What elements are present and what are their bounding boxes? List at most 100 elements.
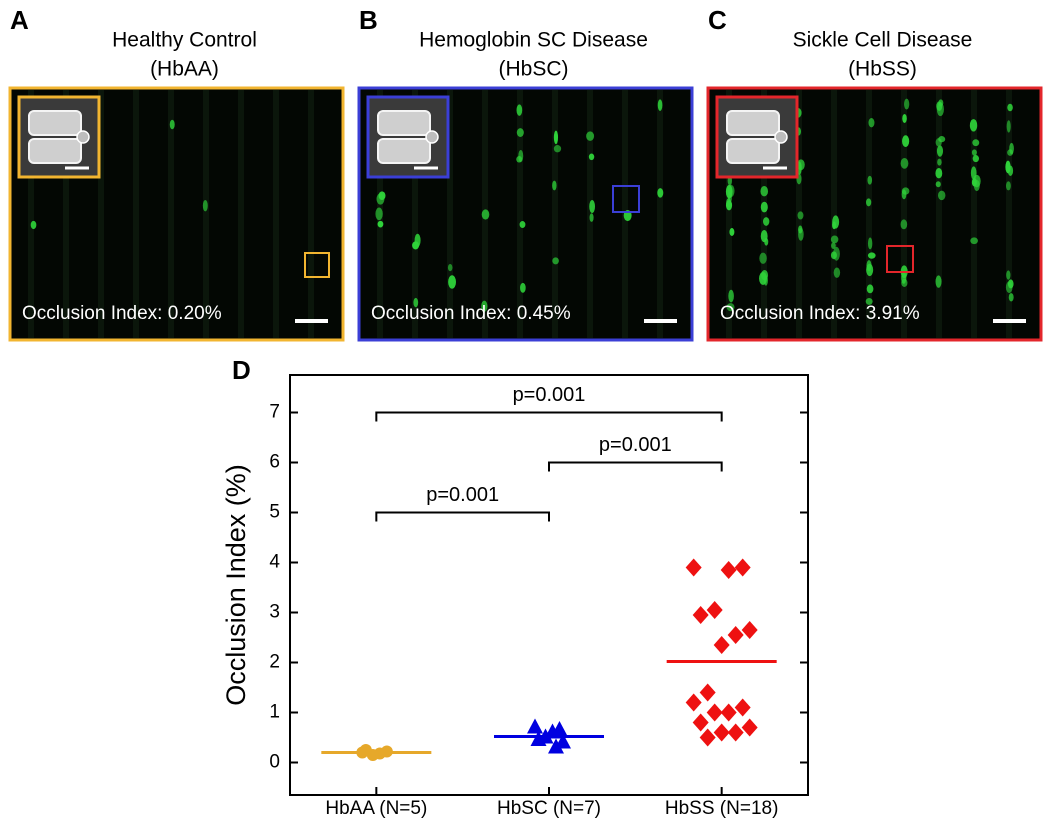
cell xyxy=(1005,181,1011,191)
cell xyxy=(935,181,941,188)
cell xyxy=(936,145,944,157)
channel-stripe xyxy=(901,90,907,338)
occlusion-annotation: Occlusion Index: 0.20% xyxy=(22,303,222,324)
channel-stripe xyxy=(63,90,69,338)
cell xyxy=(375,207,383,221)
cell xyxy=(553,145,562,153)
cell xyxy=(759,272,768,285)
cell xyxy=(901,189,907,200)
inset-channel xyxy=(28,110,82,136)
y-tick-label: 6 xyxy=(269,452,280,473)
zoom-box xyxy=(304,252,330,278)
cell xyxy=(832,221,837,230)
cell xyxy=(798,225,803,234)
cell xyxy=(447,263,453,272)
channel-stripe xyxy=(587,90,593,338)
channel-stripe xyxy=(726,90,732,338)
cell xyxy=(760,201,768,213)
cell xyxy=(1007,103,1013,112)
y-tick-label: 2 xyxy=(269,652,280,673)
p-value-label: p=0.001 xyxy=(426,484,499,506)
zoom-box xyxy=(886,245,914,273)
cell xyxy=(1005,281,1013,294)
inset-channel xyxy=(377,138,431,164)
data-point xyxy=(741,718,758,737)
cell xyxy=(760,229,768,243)
cell xyxy=(588,153,595,161)
data-point xyxy=(548,738,564,754)
cell xyxy=(481,300,488,312)
cell xyxy=(902,135,910,148)
channel-stripe xyxy=(517,90,523,338)
y-tick-label: 4 xyxy=(269,552,280,573)
cell xyxy=(973,180,980,192)
panel-title: Hemoglobin SC Disease xyxy=(419,29,648,52)
cell xyxy=(901,272,907,284)
cell xyxy=(972,139,980,147)
cell xyxy=(726,303,735,312)
cell xyxy=(763,217,770,226)
cell xyxy=(481,209,490,220)
cell xyxy=(1008,293,1014,302)
significance-bracket xyxy=(375,411,723,422)
x-tick-label: HbAA (N=5) xyxy=(325,798,427,819)
cell xyxy=(589,199,596,214)
inset-cell xyxy=(425,130,439,144)
cell xyxy=(833,246,840,261)
cell xyxy=(830,235,839,244)
y-axis-label: Occlusion Index (%) xyxy=(221,464,251,706)
channel-stripe xyxy=(831,90,837,338)
data-point xyxy=(692,606,709,624)
cell xyxy=(937,190,946,201)
cell xyxy=(519,221,526,229)
panel-letter: D xyxy=(232,355,251,385)
panel-letter: B xyxy=(359,5,378,35)
channel-stripe xyxy=(28,90,34,338)
cell xyxy=(867,175,873,185)
cell xyxy=(728,289,734,303)
data-point xyxy=(734,698,751,717)
channel-stripe xyxy=(761,90,767,338)
cell xyxy=(797,211,804,220)
cell xyxy=(900,219,908,230)
inset-cell xyxy=(774,130,788,144)
cell xyxy=(586,131,595,141)
channel-stripe xyxy=(238,90,244,338)
cell xyxy=(760,185,769,197)
channel-stripe xyxy=(168,90,174,338)
data-point xyxy=(685,558,702,577)
channel-stripe xyxy=(971,90,977,338)
cell xyxy=(553,130,559,145)
data-point xyxy=(706,703,723,722)
cell xyxy=(936,102,944,117)
cell xyxy=(552,180,557,191)
cell xyxy=(413,297,419,308)
data-point xyxy=(530,731,547,746)
p-value-label: p=0.001 xyxy=(599,434,672,456)
inset-channel xyxy=(726,138,780,164)
panel-letter: A xyxy=(10,5,29,35)
cell xyxy=(902,113,907,123)
data-point xyxy=(699,728,716,747)
y-tick-label: 7 xyxy=(269,402,280,423)
data-point xyxy=(727,723,744,742)
data-point xyxy=(692,713,709,732)
cell xyxy=(725,200,733,211)
cell xyxy=(868,118,875,128)
cell xyxy=(867,252,876,259)
cell xyxy=(516,128,524,137)
cell xyxy=(866,263,874,277)
data-point xyxy=(685,693,702,712)
cell xyxy=(865,298,873,305)
cell xyxy=(935,167,943,179)
cell xyxy=(1007,149,1014,156)
occlusion-annotation: Occlusion Index: 3.91% xyxy=(720,303,920,324)
cell xyxy=(972,155,980,163)
panel-title: Sickle Cell Disease xyxy=(793,29,973,52)
cell xyxy=(727,184,735,197)
cell xyxy=(937,158,942,166)
cell xyxy=(657,188,664,198)
channel-stripe xyxy=(98,90,104,338)
data-point xyxy=(727,626,744,644)
data-point xyxy=(720,703,737,722)
